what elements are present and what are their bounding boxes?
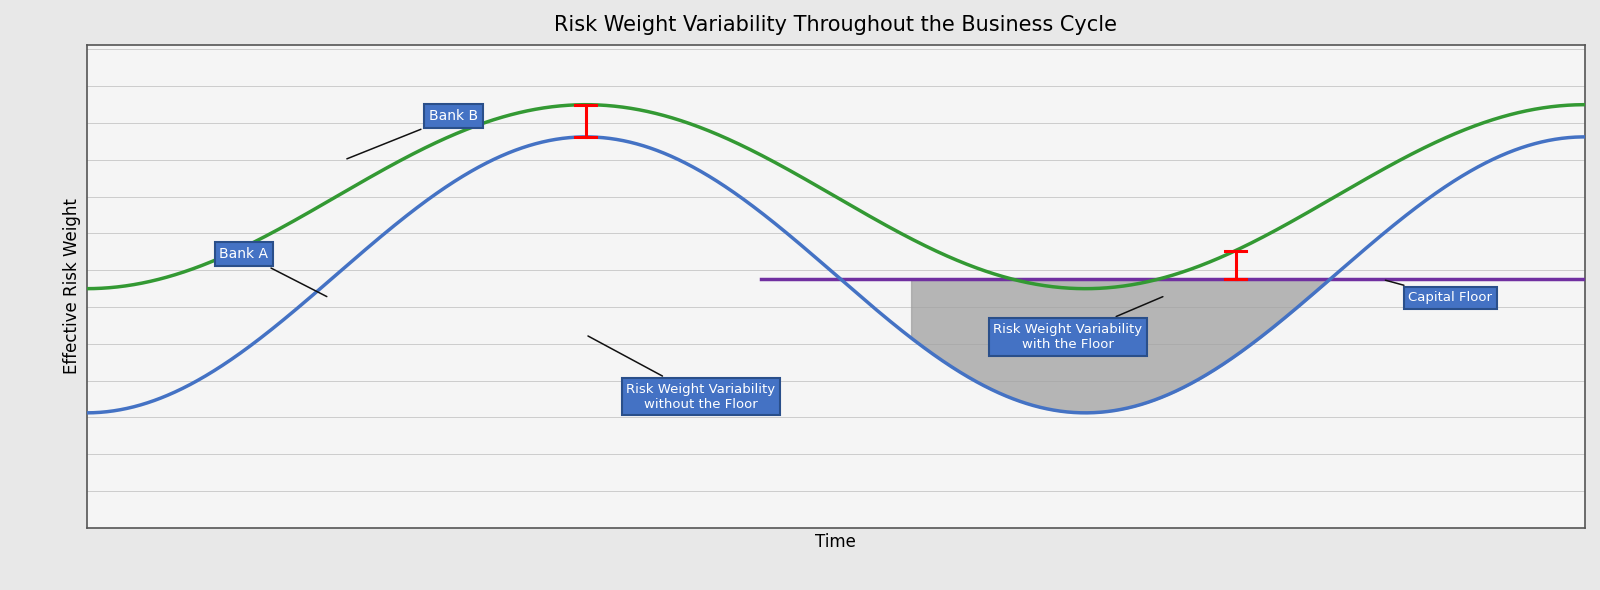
Text: Bank B: Bank B — [347, 109, 478, 159]
Text: Bank A: Bank A — [219, 247, 326, 297]
Title: Risk Weight Variability Throughout the Business Cycle: Risk Weight Variability Throughout the B… — [554, 15, 1117, 35]
X-axis label: Time: Time — [816, 533, 856, 552]
Y-axis label: Effective Risk Weight: Effective Risk Weight — [62, 198, 82, 374]
Text: Risk Weight Variability
without the Floor: Risk Weight Variability without the Floo… — [587, 336, 776, 411]
Text: Risk Weight Variability
with the Floor: Risk Weight Variability with the Floor — [994, 297, 1163, 351]
Text: Capital Floor: Capital Floor — [1386, 280, 1493, 304]
